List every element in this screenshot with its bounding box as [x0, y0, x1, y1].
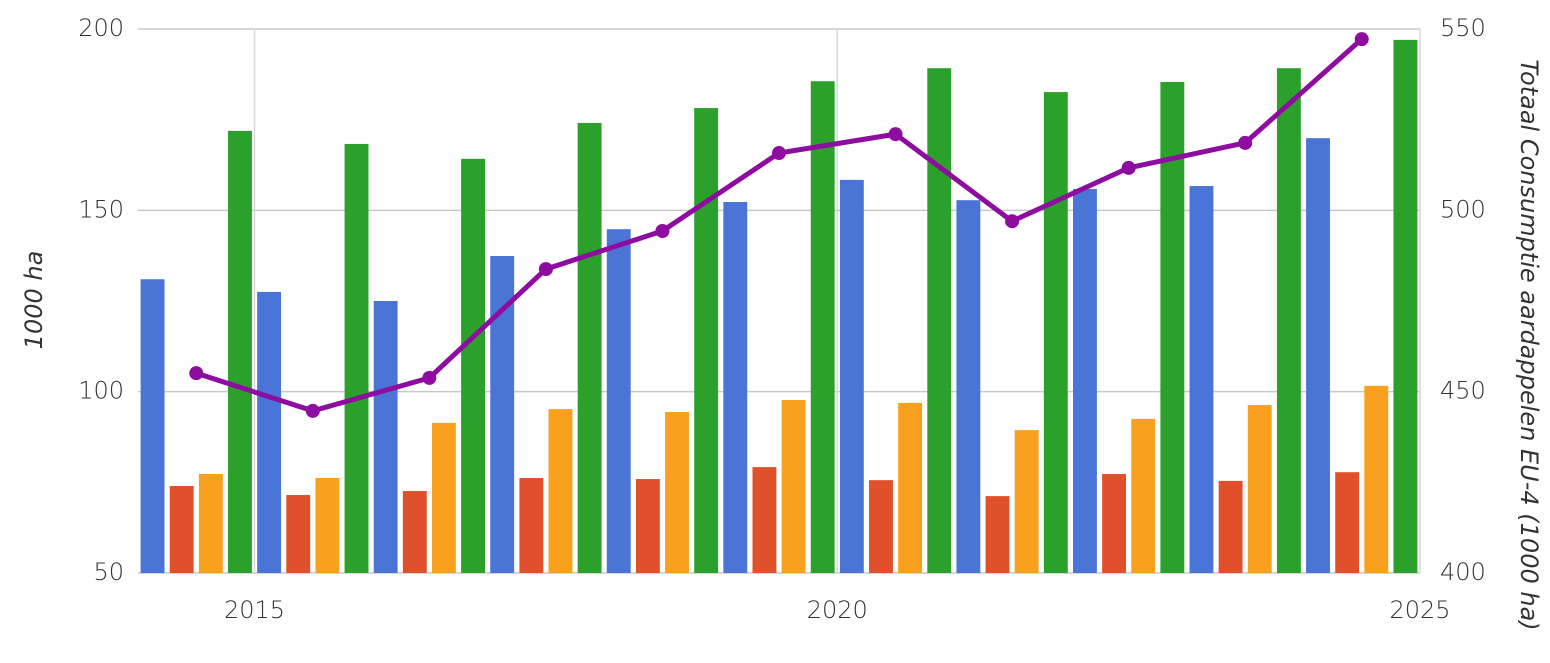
bar	[1189, 186, 1214, 573]
bar	[956, 200, 981, 574]
bar	[1014, 430, 1039, 573]
y-tick-label: 100	[78, 377, 124, 405]
line-point	[1354, 32, 1369, 47]
bar	[869, 480, 893, 573]
bar	[519, 477, 544, 573]
y2-tick-label: 500	[1440, 195, 1486, 223]
bar	[1072, 188, 1097, 573]
line-point	[538, 262, 553, 277]
y2-axis-label: Totaal Consumptie aardappelen EU-4 (1000…	[1515, 59, 1543, 630]
line-point	[772, 146, 786, 161]
bar	[781, 400, 806, 573]
bar	[665, 411, 689, 573]
bar	[694, 108, 719, 573]
bar	[228, 130, 252, 573]
bar	[431, 422, 456, 573]
bar	[402, 491, 427, 573]
line-point	[1005, 214, 1020, 229]
y2-tick-label: 400	[1440, 558, 1486, 586]
bar	[1218, 480, 1243, 573]
y2-tick-label: 550	[1440, 14, 1486, 42]
bar	[461, 158, 486, 574]
bar	[1131, 418, 1156, 573]
bar	[1364, 385, 1389, 573]
line-point	[422, 370, 437, 385]
bar	[315, 477, 340, 573]
bar	[548, 409, 573, 573]
bar	[1276, 68, 1301, 573]
bar	[839, 179, 864, 574]
bar	[1043, 92, 1068, 573]
line-point	[1238, 135, 1253, 150]
y-axis-label: 1000 ha	[20, 251, 48, 350]
bar	[140, 279, 165, 573]
bar	[257, 291, 282, 573]
bar	[344, 143, 369, 573]
bar	[898, 402, 923, 573]
bar	[1306, 138, 1330, 574]
bar	[1102, 473, 1127, 573]
bar	[752, 467, 777, 573]
x-tick-label: 2015	[224, 596, 285, 624]
line-point	[655, 224, 670, 239]
line-point	[888, 127, 903, 142]
bar	[198, 473, 223, 573]
bar	[286, 495, 311, 573]
line-point	[305, 403, 320, 418]
bar	[810, 81, 835, 573]
bar	[1335, 472, 1360, 573]
bar	[927, 68, 952, 573]
y2-tick-label: 450	[1440, 377, 1486, 405]
bar	[1160, 81, 1185, 573]
y-tick-label: 150	[78, 195, 124, 223]
bar	[1247, 405, 1272, 573]
line-point	[1121, 160, 1136, 175]
line	[195, 37, 1364, 414]
bar	[577, 122, 602, 573]
x-tick-label: 2020	[807, 596, 868, 624]
bar	[373, 301, 398, 573]
y-tick-label: 50	[93, 558, 124, 586]
y-tick-label: 200	[78, 14, 124, 42]
line-point	[189, 366, 204, 381]
bar	[985, 496, 1010, 573]
bar	[1393, 39, 1418, 573]
bar	[635, 479, 660, 573]
bar	[723, 201, 748, 573]
bar	[606, 229, 631, 573]
bar	[169, 485, 194, 573]
x-tick-label: 2025	[1389, 596, 1450, 624]
bar	[490, 256, 515, 573]
